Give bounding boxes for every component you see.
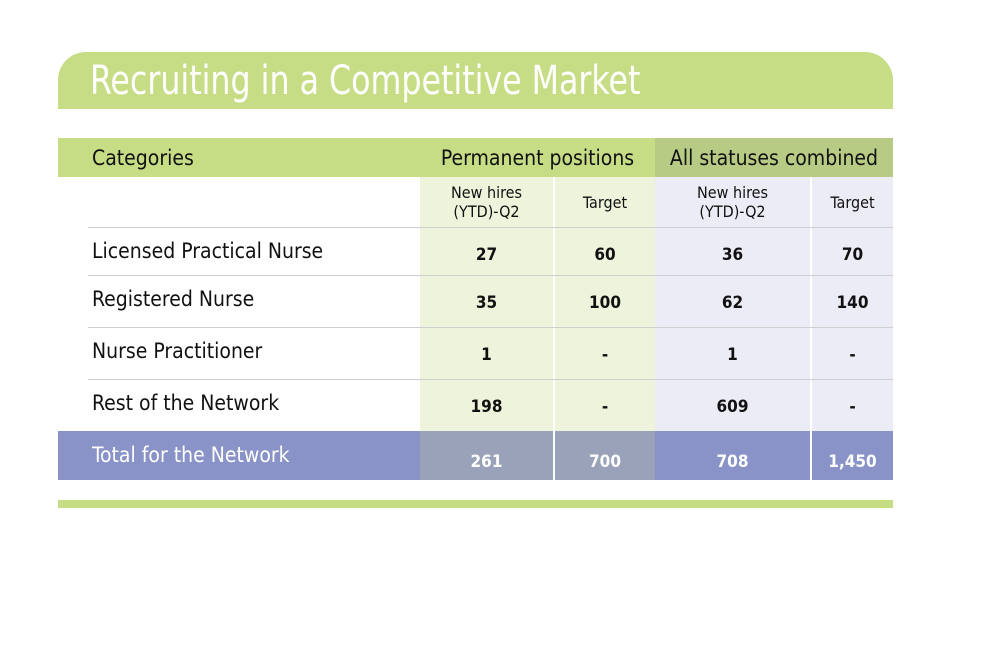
subheader-cell: Target <box>582 192 628 212</box>
value-cell: 62 <box>721 293 744 313</box>
all-statuses-bg <box>655 177 893 431</box>
total-cell: 1,450 <box>828 451 877 472</box>
subheader-cell: Target <box>830 192 875 212</box>
title-banner <box>58 52 893 109</box>
subheader-cell: New hires (YTD)-Q2 <box>696 183 768 221</box>
value-cell: 27 <box>475 245 498 265</box>
value-cell: - <box>601 345 609 365</box>
total-label: Total for the Network <box>92 443 290 467</box>
value-cell: 1 <box>481 345 492 365</box>
value-cell: 70 <box>841 245 864 265</box>
total-cell: 261 <box>470 451 503 472</box>
row-label: Rest of the Network <box>92 391 280 415</box>
value-cell: 36 <box>721 245 744 265</box>
column-divider <box>553 177 555 480</box>
value-cell: 35 <box>475 293 498 313</box>
row-label: Registered Nurse <box>92 287 255 311</box>
value-cell: - <box>601 397 609 417</box>
value-cell: - <box>849 397 856 417</box>
permanent-bg <box>420 177 655 431</box>
subheader-cell: New hires (YTD)-Q2 <box>450 183 522 221</box>
total-cell: 700 <box>589 451 621 472</box>
row-divider <box>88 379 893 380</box>
row-divider <box>88 275 893 276</box>
row-divider <box>88 327 893 328</box>
row-divider <box>88 227 893 228</box>
header-cell: All statuses combined <box>669 145 879 170</box>
header-cell: Categories <box>92 145 194 170</box>
value-cell: 609 <box>716 397 749 417</box>
title: Recruiting in a Competitive Market <box>90 58 641 104</box>
header-band <box>58 138 655 177</box>
total-cell: 708 <box>716 451 749 472</box>
value-cell: - <box>849 345 856 365</box>
row-label: Nurse Practitioner <box>92 339 263 363</box>
bottom-bar <box>58 500 893 508</box>
value-cell: 198 <box>470 397 503 417</box>
header-band <box>655 138 893 177</box>
total-permanent-band <box>420 431 655 480</box>
value-cell: 100 <box>589 293 621 313</box>
value-cell: 1 <box>727 345 738 365</box>
row-label: Licensed Practical Nurse <box>92 239 324 263</box>
column-divider <box>810 177 812 480</box>
value-cell: 60 <box>594 245 616 265</box>
header-cell: Permanent positions <box>440 145 635 170</box>
value-cell: 140 <box>836 293 869 313</box>
